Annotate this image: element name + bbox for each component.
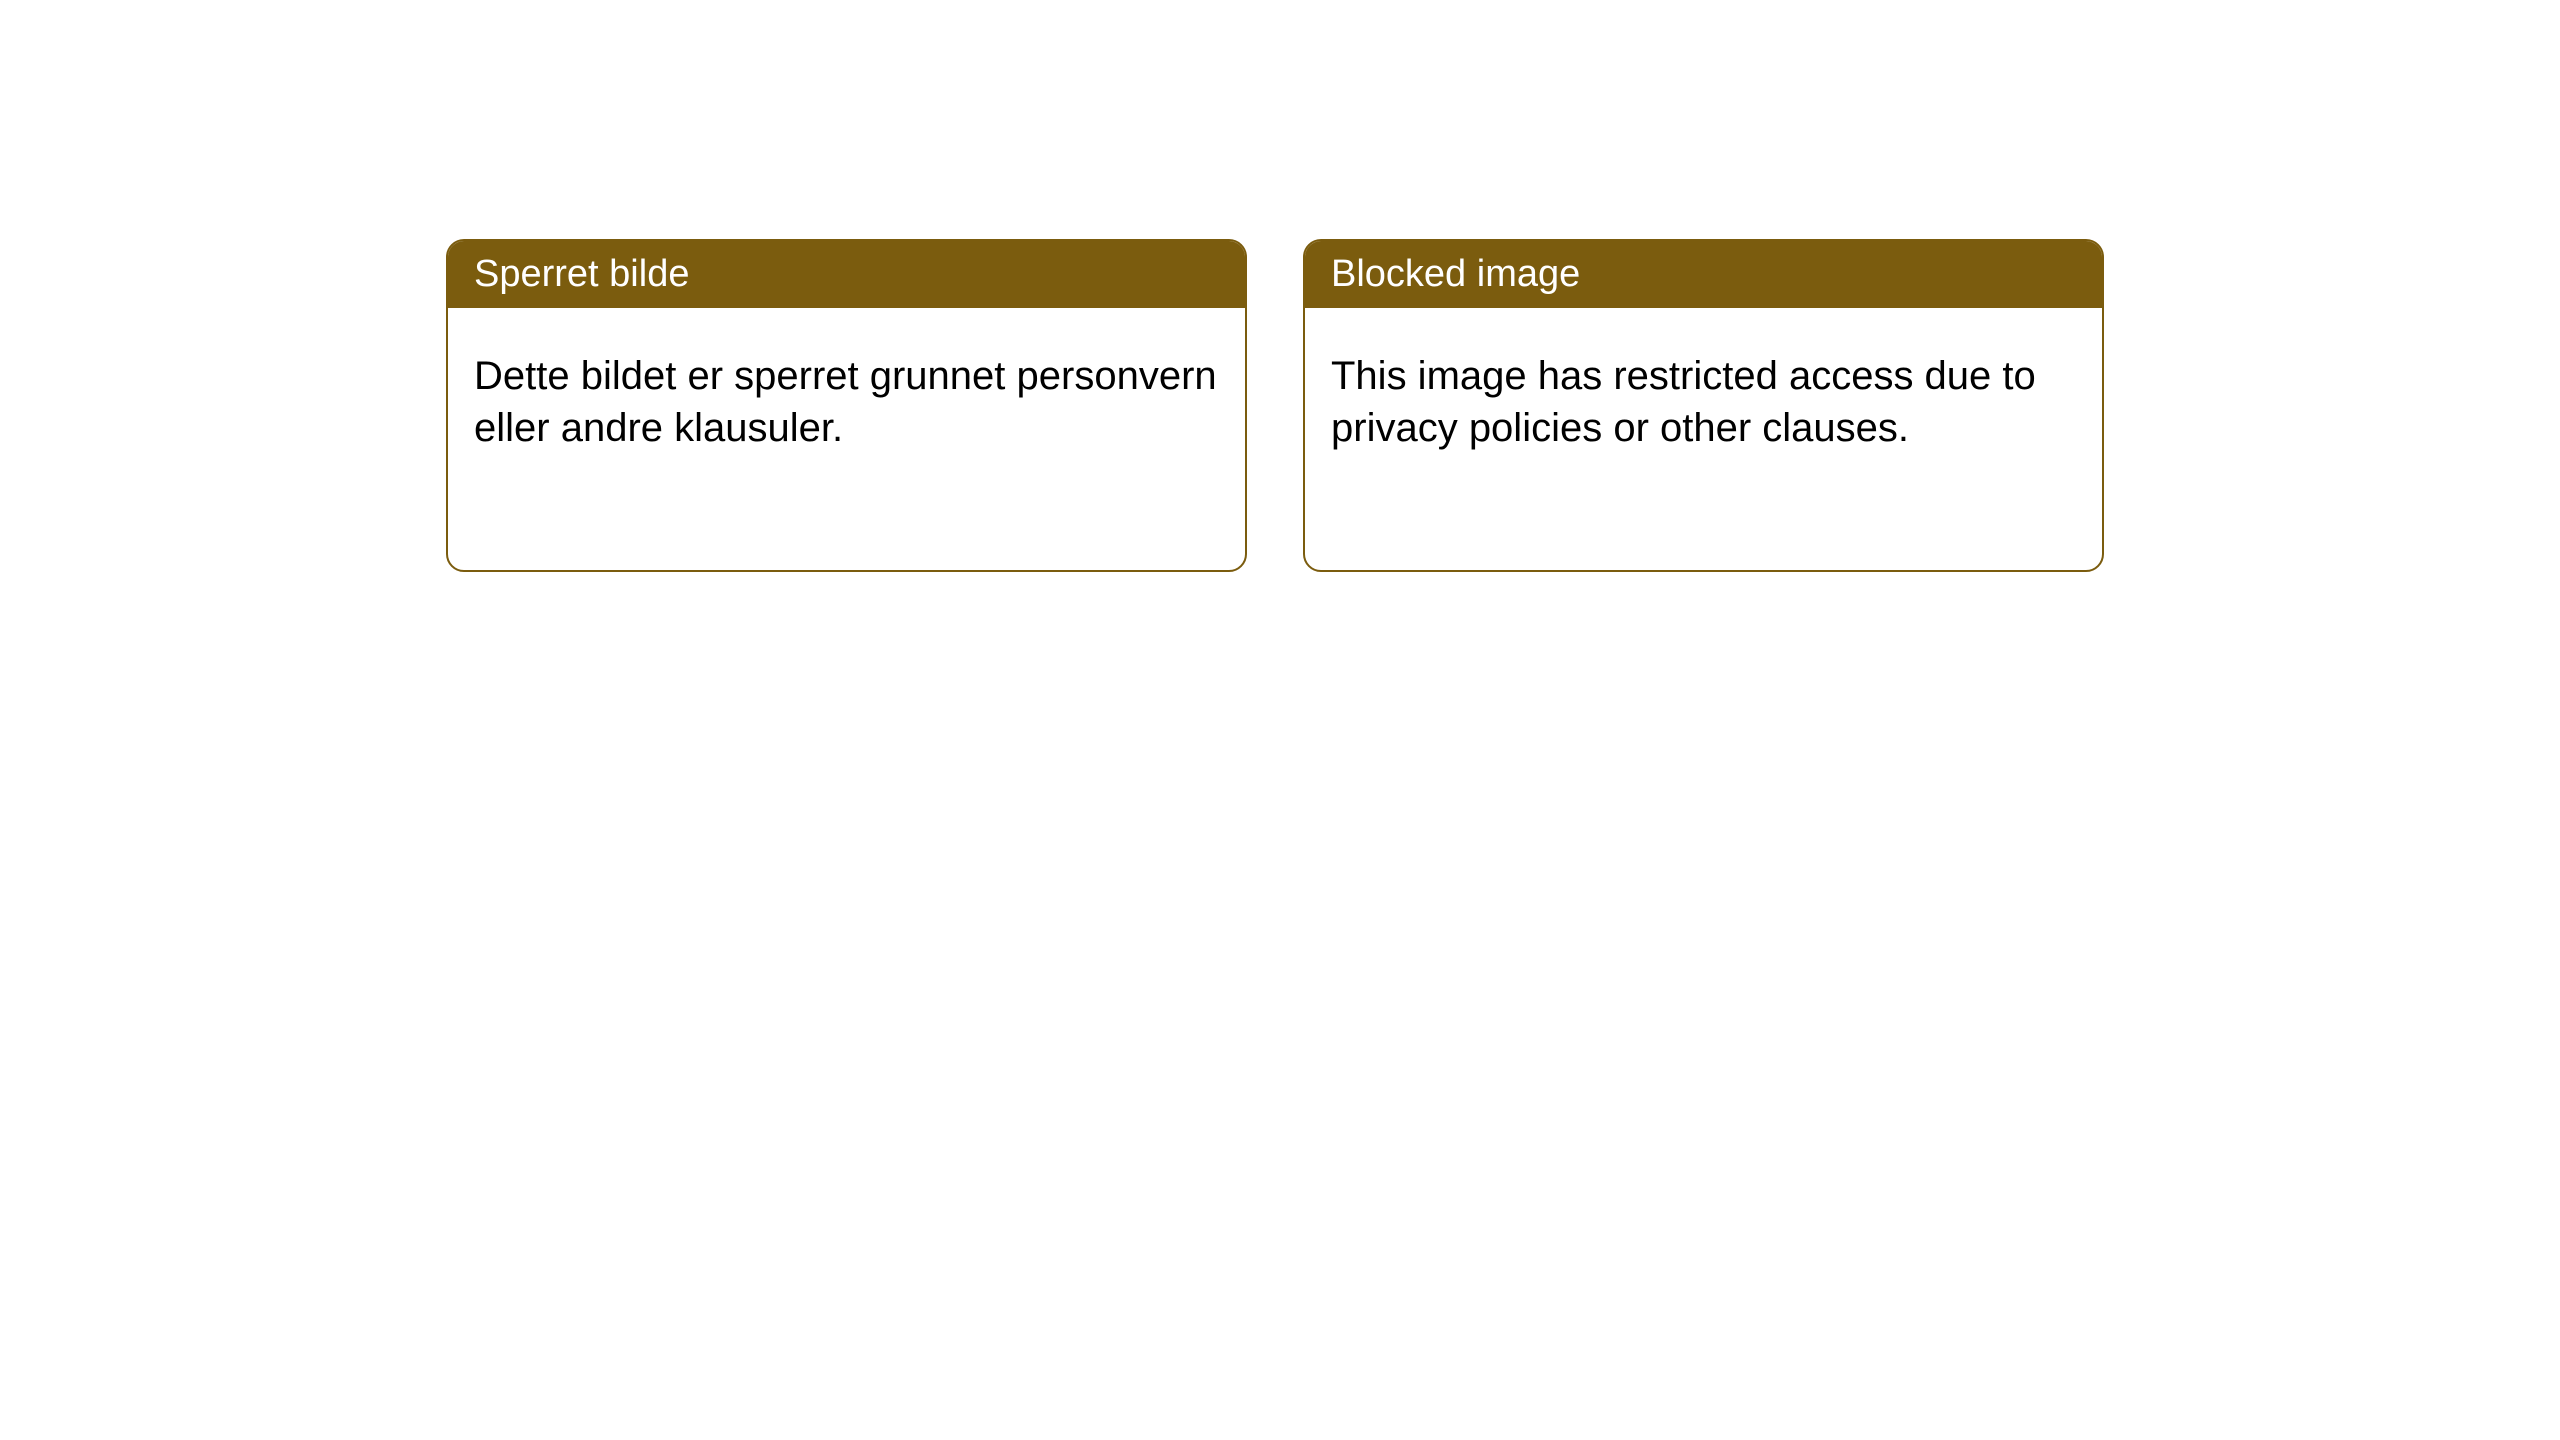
blocked-image-card-en: Blocked image This image has restricted … — [1303, 239, 2104, 572]
card-body-text: This image has restricted access due to … — [1331, 354, 2036, 450]
card-container: Sperret bilde Dette bildet er sperret gr… — [0, 0, 2560, 572]
card-title: Sperret bilde — [474, 253, 689, 295]
card-header: Sperret bilde — [448, 241, 1245, 308]
card-body-text: Dette bildet er sperret grunnet personve… — [474, 354, 1217, 450]
card-body: This image has restricted access due to … — [1305, 308, 2102, 496]
card-body: Dette bildet er sperret grunnet personve… — [448, 308, 1245, 496]
card-header: Blocked image — [1305, 241, 2102, 308]
card-title: Blocked image — [1331, 253, 1580, 295]
blocked-image-card-no: Sperret bilde Dette bildet er sperret gr… — [446, 239, 1247, 572]
